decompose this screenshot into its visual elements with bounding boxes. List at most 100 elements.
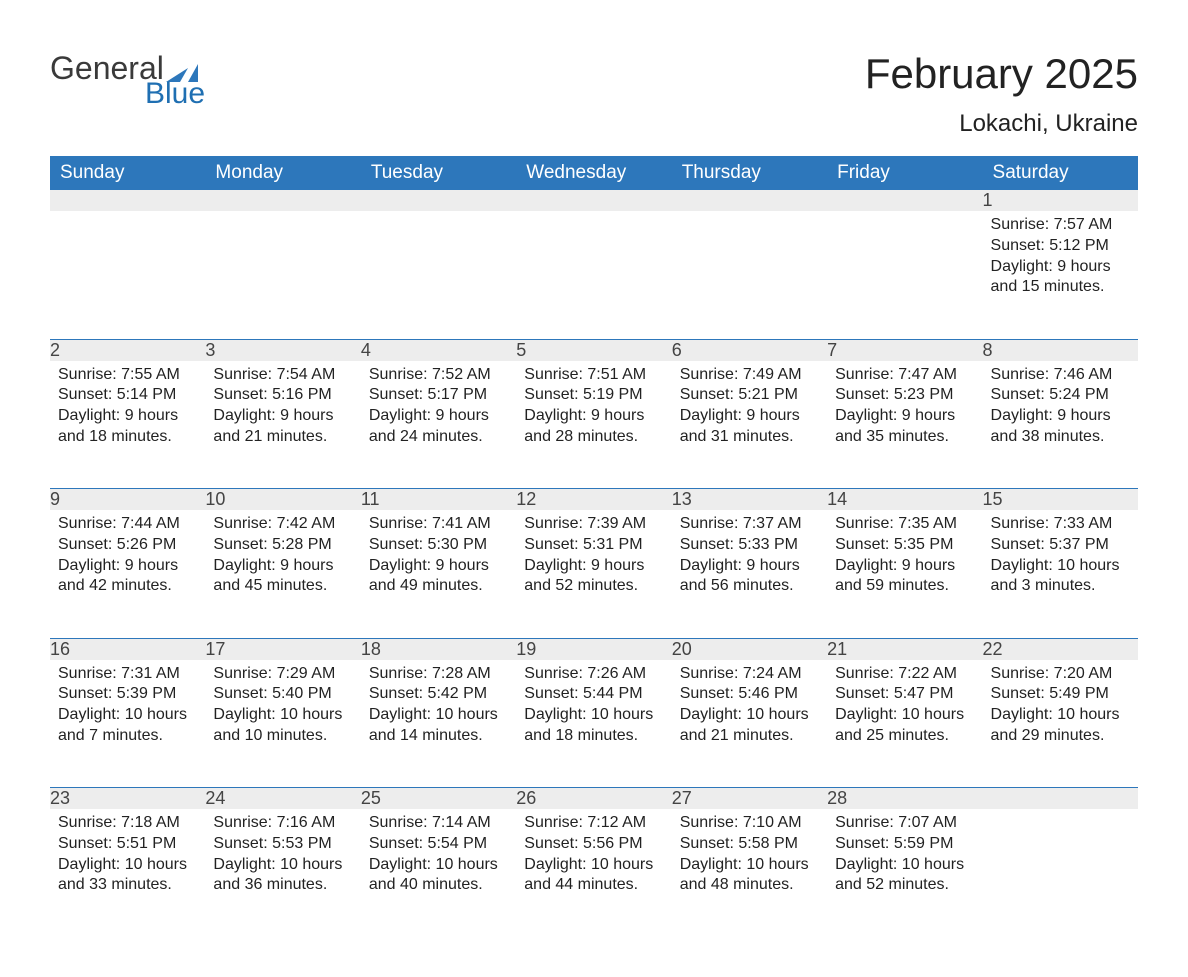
daylight-text: Daylight: 9 hours and 49 minutes. <box>369 556 508 598</box>
sunrise-text: Sunrise: 7:39 AM <box>524 514 663 535</box>
daylight-text: Daylight: 9 hours and 52 minutes. <box>524 556 663 598</box>
sunset-text: Sunset: 5:26 PM <box>58 535 197 556</box>
sunrise-text: Sunrise: 7:18 AM <box>58 813 197 834</box>
day-number: 28 <box>827 788 982 809</box>
sunrise-text: Sunrise: 7:14 AM <box>369 813 508 834</box>
day-number: 16 <box>50 639 205 660</box>
day-number <box>983 788 1138 809</box>
day-body: Sunrise: 7:18 AMSunset: 5:51 PMDaylight:… <box>50 809 205 906</box>
day-cell: Sunrise: 7:55 AMSunset: 5:14 PMDaylight:… <box>50 361 205 489</box>
day-body <box>50 211 205 225</box>
sunset-text: Sunset: 5:17 PM <box>369 385 508 406</box>
day-cell: Sunrise: 7:29 AMSunset: 5:40 PMDaylight:… <box>205 660 360 788</box>
day-number: 24 <box>205 788 360 809</box>
daylight-text: Daylight: 9 hours and 38 minutes. <box>991 406 1130 448</box>
day-body: Sunrise: 7:39 AMSunset: 5:31 PMDaylight:… <box>516 510 671 607</box>
day-number <box>827 190 982 211</box>
title-block: February 2025 Lokachi, Ukraine <box>865 50 1138 138</box>
weekday-header: Tuesday <box>361 156 516 190</box>
day-number: 21 <box>827 639 982 660</box>
day-body: Sunrise: 7:47 AMSunset: 5:23 PMDaylight:… <box>827 361 982 458</box>
daylight-text: Daylight: 10 hours and 3 minutes. <box>991 556 1130 598</box>
day-body: Sunrise: 7:41 AMSunset: 5:30 PMDaylight:… <box>361 510 516 607</box>
sunset-text: Sunset: 5:19 PM <box>524 385 663 406</box>
day-body: Sunrise: 7:24 AMSunset: 5:46 PMDaylight:… <box>672 660 827 757</box>
day-cell <box>205 211 360 339</box>
day-number: 25 <box>361 788 516 809</box>
sunrise-text: Sunrise: 7:24 AM <box>680 664 819 685</box>
day-cell: Sunrise: 7:54 AMSunset: 5:16 PMDaylight:… <box>205 361 360 489</box>
sunrise-text: Sunrise: 7:51 AM <box>524 365 663 386</box>
sunset-text: Sunset: 5:35 PM <box>835 535 974 556</box>
day-body <box>672 211 827 225</box>
sunrise-text: Sunrise: 7:52 AM <box>369 365 508 386</box>
day-cell: Sunrise: 7:51 AMSunset: 5:19 PMDaylight:… <box>516 361 671 489</box>
day-body: Sunrise: 7:54 AMSunset: 5:16 PMDaylight:… <box>205 361 360 458</box>
daylight-text: Daylight: 10 hours and 10 minutes. <box>213 705 352 747</box>
day-number: 10 <box>205 489 360 510</box>
calendar-table: Sunday Monday Tuesday Wednesday Thursday… <box>50 156 1138 937</box>
day-number: 20 <box>672 639 827 660</box>
day-body: Sunrise: 7:14 AMSunset: 5:54 PMDaylight:… <box>361 809 516 906</box>
logo: General Blue <box>50 50 205 111</box>
sunrise-text: Sunrise: 7:55 AM <box>58 365 197 386</box>
day-cell <box>516 211 671 339</box>
sunset-text: Sunset: 5:53 PM <box>213 834 352 855</box>
sunrise-text: Sunrise: 7:22 AM <box>835 664 974 685</box>
day-body <box>205 211 360 225</box>
sunset-text: Sunset: 5:49 PM <box>991 684 1130 705</box>
daynum-row: 2345678 <box>50 340 1138 361</box>
sunset-text: Sunset: 5:44 PM <box>524 684 663 705</box>
day-number <box>672 190 827 211</box>
daybody-row: Sunrise: 7:57 AMSunset: 5:12 PMDaylight:… <box>50 211 1138 339</box>
sunset-text: Sunset: 5:23 PM <box>835 385 974 406</box>
day-cell <box>672 211 827 339</box>
sunset-text: Sunset: 5:40 PM <box>213 684 352 705</box>
weekday-header: Wednesday <box>516 156 671 190</box>
daylight-text: Daylight: 10 hours and 40 minutes. <box>369 855 508 897</box>
daylight-text: Daylight: 10 hours and 14 minutes. <box>369 705 508 747</box>
location: Lokachi, Ukraine <box>865 110 1138 138</box>
day-number: 11 <box>361 489 516 510</box>
daylight-text: Daylight: 10 hours and 48 minutes. <box>680 855 819 897</box>
day-number: 23 <box>50 788 205 809</box>
day-cell: Sunrise: 7:31 AMSunset: 5:39 PMDaylight:… <box>50 660 205 788</box>
daylight-text: Daylight: 10 hours and 25 minutes. <box>835 705 974 747</box>
day-body: Sunrise: 7:55 AMSunset: 5:14 PMDaylight:… <box>50 361 205 458</box>
weekday-header-row: Sunday Monday Tuesday Wednesday Thursday… <box>50 156 1138 190</box>
sunset-text: Sunset: 5:30 PM <box>369 535 508 556</box>
day-cell: Sunrise: 7:33 AMSunset: 5:37 PMDaylight:… <box>983 510 1138 638</box>
day-number <box>50 190 205 211</box>
sunset-text: Sunset: 5:39 PM <box>58 684 197 705</box>
daylight-text: Daylight: 10 hours and 44 minutes. <box>524 855 663 897</box>
day-number: 2 <box>50 340 205 361</box>
day-body: Sunrise: 7:31 AMSunset: 5:39 PMDaylight:… <box>50 660 205 757</box>
day-body: Sunrise: 7:28 AMSunset: 5:42 PMDaylight:… <box>361 660 516 757</box>
day-body: Sunrise: 7:37 AMSunset: 5:33 PMDaylight:… <box>672 510 827 607</box>
daylight-text: Daylight: 10 hours and 36 minutes. <box>213 855 352 897</box>
day-cell: Sunrise: 7:52 AMSunset: 5:17 PMDaylight:… <box>361 361 516 489</box>
day-cell: Sunrise: 7:37 AMSunset: 5:33 PMDaylight:… <box>672 510 827 638</box>
day-body: Sunrise: 7:51 AMSunset: 5:19 PMDaylight:… <box>516 361 671 458</box>
weekday-header: Saturday <box>983 156 1138 190</box>
sunrise-text: Sunrise: 7:33 AM <box>991 514 1130 535</box>
day-body <box>827 211 982 225</box>
sunrise-text: Sunrise: 7:16 AM <box>213 813 352 834</box>
day-number: 3 <box>205 340 360 361</box>
day-cell: Sunrise: 7:47 AMSunset: 5:23 PMDaylight:… <box>827 361 982 489</box>
day-body: Sunrise: 7:12 AMSunset: 5:56 PMDaylight:… <box>516 809 671 906</box>
day-body: Sunrise: 7:07 AMSunset: 5:59 PMDaylight:… <box>827 809 982 906</box>
day-number: 6 <box>672 340 827 361</box>
sunrise-text: Sunrise: 7:37 AM <box>680 514 819 535</box>
day-number: 7 <box>827 340 982 361</box>
day-body: Sunrise: 7:52 AMSunset: 5:17 PMDaylight:… <box>361 361 516 458</box>
daybody-row: Sunrise: 7:55 AMSunset: 5:14 PMDaylight:… <box>50 361 1138 489</box>
day-cell: Sunrise: 7:39 AMSunset: 5:31 PMDaylight:… <box>516 510 671 638</box>
day-number: 15 <box>983 489 1138 510</box>
sunrise-text: Sunrise: 7:46 AM <box>991 365 1130 386</box>
daylight-text: Daylight: 10 hours and 33 minutes. <box>58 855 197 897</box>
sunset-text: Sunset: 5:42 PM <box>369 684 508 705</box>
sunset-text: Sunset: 5:47 PM <box>835 684 974 705</box>
day-body <box>516 211 671 225</box>
daylight-text: Daylight: 9 hours and 45 minutes. <box>213 556 352 598</box>
